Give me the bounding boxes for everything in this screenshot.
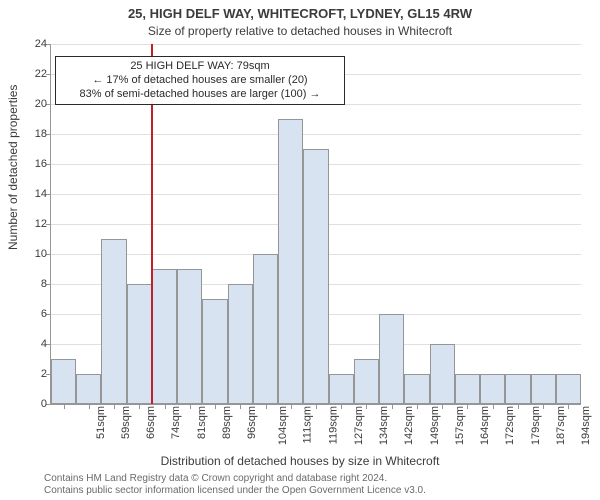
- xtick-label: 59sqm: [120, 406, 132, 439]
- xtick-label: 157sqm: [454, 406, 466, 445]
- xtick-mark: [316, 404, 317, 409]
- xtick-mark: [392, 404, 393, 409]
- ytick-label: 14: [23, 188, 47, 200]
- chart-title: 25, HIGH DELF WAY, WHITECROFT, LYDNEY, G…: [0, 6, 600, 21]
- bar: [101, 239, 126, 404]
- annotation-line2: ← 17% of detached houses are smaller (20…: [62, 74, 338, 88]
- xtick-mark: [493, 404, 494, 409]
- y-axis-label: Number of detached properties: [6, 85, 20, 250]
- bar: [228, 284, 253, 404]
- ytick-label: 8: [23, 278, 47, 290]
- bar: [177, 269, 202, 404]
- bar: [379, 314, 404, 404]
- xtick-label: 51sqm: [95, 406, 107, 439]
- annotation-box: 25 HIGH DELF WAY: 79sqm ← 17% of detache…: [55, 56, 345, 105]
- xtick-mark: [543, 404, 544, 409]
- bar: [531, 374, 556, 404]
- x-axis-label: Distribution of detached houses by size …: [0, 454, 600, 468]
- xtick-label: 119sqm: [327, 406, 339, 444]
- ytick-label: 16: [23, 158, 47, 170]
- xtick-label: 134sqm: [378, 406, 390, 445]
- credit-line-2: Contains public sector information licen…: [44, 485, 426, 496]
- xtick-mark: [64, 404, 65, 409]
- xtick-mark: [568, 404, 569, 409]
- xtick-mark: [291, 404, 292, 409]
- plot-area: 024681012141618202224 51sqm59sqm66sqm74s…: [50, 44, 581, 405]
- xtick-mark: [442, 404, 443, 409]
- xtick-mark: [266, 404, 267, 409]
- bar: [505, 374, 530, 404]
- xtick-label: 96sqm: [246, 406, 258, 439]
- bar: [152, 269, 177, 404]
- ytick-label: 24: [23, 38, 47, 50]
- ytick-label: 0: [23, 398, 47, 410]
- ytick-label: 10: [23, 248, 47, 260]
- xtick-label: 127sqm: [353, 406, 365, 445]
- bar: [303, 149, 328, 404]
- ytick-label: 22: [23, 68, 47, 80]
- bar: [278, 119, 303, 404]
- xtick-label: 74sqm: [170, 406, 182, 439]
- xtick-mark: [215, 404, 216, 409]
- xtick-label: 179sqm: [530, 406, 542, 445]
- bar: [202, 299, 227, 404]
- ytick-label: 18: [23, 128, 47, 140]
- chart-subtitle: Size of property relative to detached ho…: [0, 24, 600, 38]
- xtick-label: 81sqm: [196, 406, 208, 439]
- xtick-label: 142sqm: [404, 406, 416, 445]
- ytick-label: 4: [23, 338, 47, 350]
- ytick-label: 20: [23, 98, 47, 110]
- xtick-label: 149sqm: [429, 406, 441, 445]
- xtick-label: 89sqm: [221, 406, 233, 439]
- ytick-label: 6: [23, 308, 47, 320]
- ytick-label: 2: [23, 368, 47, 380]
- xtick-mark: [417, 404, 418, 409]
- annotation-line1: 25 HIGH DELF WAY: 79sqm: [62, 60, 338, 74]
- xtick-label: 66sqm: [145, 406, 157, 439]
- bar: [455, 374, 480, 404]
- xtick-mark: [114, 404, 115, 409]
- bar: [354, 359, 379, 404]
- xtick-mark: [341, 404, 342, 409]
- xtick-mark: [165, 404, 166, 409]
- bar: [127, 284, 152, 404]
- annotation-line3: 83% of semi-detached houses are larger (…: [62, 88, 338, 102]
- bar: [51, 359, 76, 404]
- bar: [430, 344, 455, 404]
- xtick-mark: [190, 404, 191, 409]
- xtick-label: 187sqm: [555, 406, 567, 445]
- bar: [404, 374, 429, 404]
- xtick-mark: [467, 404, 468, 409]
- xtick-mark: [518, 404, 519, 409]
- bar: [253, 254, 278, 404]
- bar: [329, 374, 354, 404]
- xtick-mark: [139, 404, 140, 409]
- xtick-mark: [240, 404, 241, 409]
- xtick-mark: [366, 404, 367, 409]
- ytick-label: 12: [23, 218, 47, 230]
- xtick-label: 172sqm: [505, 406, 517, 445]
- bar: [556, 374, 581, 404]
- xtick-label: 194sqm: [580, 406, 592, 445]
- credit-line-1: Contains HM Land Registry data © Crown c…: [44, 473, 387, 484]
- xtick-label: 164sqm: [479, 406, 491, 445]
- xtick-label: 111sqm: [301, 406, 313, 444]
- xtick-mark: [89, 404, 90, 409]
- bar: [76, 374, 101, 404]
- bar: [480, 374, 505, 404]
- xtick-label: 104sqm: [277, 406, 289, 445]
